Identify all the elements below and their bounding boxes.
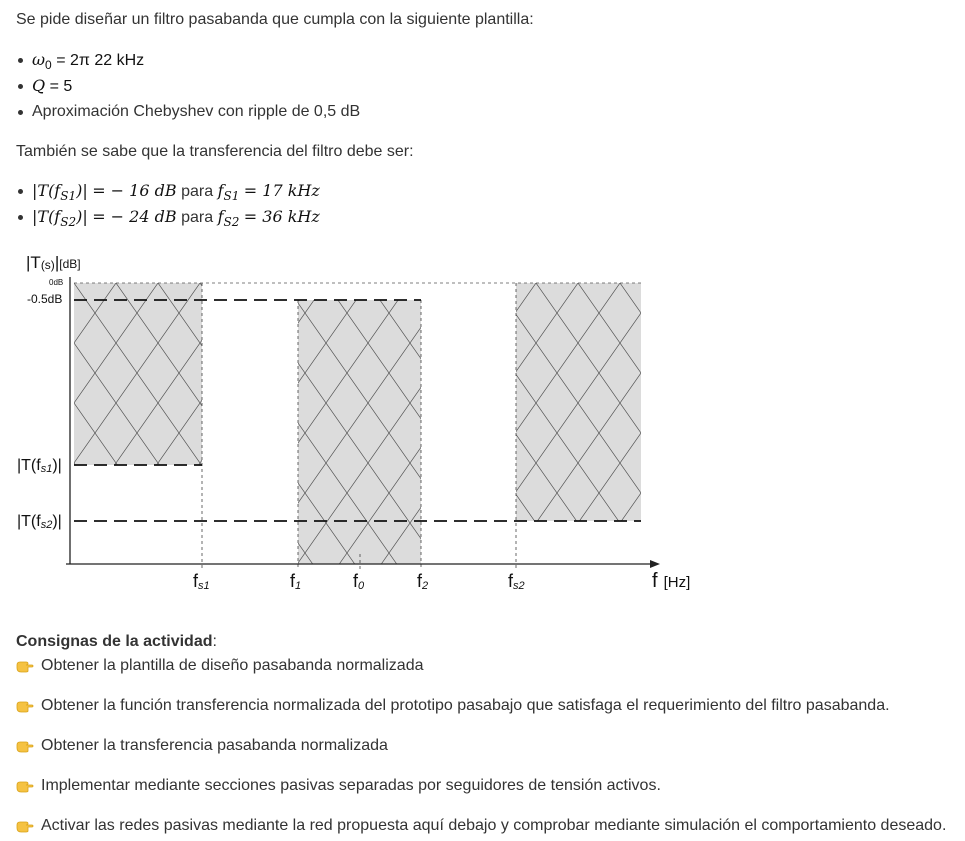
t-pre: |T(f [32,207,61,226]
spec-approx: Aproximación Chebyshev con ripple de 0,5… [16,99,360,125]
spec-q: Q = 5 [16,73,360,99]
f-value: = 17 kHz [243,181,320,200]
activity-item: Implementar mediante secciones pasivas s… [16,777,661,795]
label-tfs2: |T(fs2)| [17,513,62,531]
q-symbol: Q [32,76,46,95]
stopband-region-left [74,283,202,465]
pointing-hand-icon [16,781,34,793]
omega-value: = 2π 22 kHz [56,52,145,69]
x-axis-title: f [Hz] [652,570,690,592]
activity-item: Obtener la plantilla de diseño pasabanda… [16,657,423,675]
label-tfs1: |T(fs1)| [17,457,62,475]
activity-item: Obtener la transferencia pasabanda norma… [16,737,388,755]
t-value: = − 16 dB [92,181,177,200]
consignas-colon: : [212,633,217,650]
x-label-fs2: fs2 [508,571,525,592]
t-sub: S2 [60,215,77,230]
activity-text: Implementar mediante secciones pasivas s… [41,777,661,794]
spec-w0: ω0 = 2π 22 kHz [16,47,360,73]
x-label-f2: f2 [417,571,428,592]
activity-text: Obtener la plantilla de diseño pasabanda… [41,657,424,674]
x-axis-arrow-icon [650,560,660,568]
passband-region [298,300,421,564]
omega-symbol: ω [32,50,46,69]
pointing-hand-icon [16,701,34,713]
para-word: para [181,209,214,226]
omega-sub: 0 [45,58,52,73]
t-post: )| [76,181,88,200]
activity-text: Obtener la función transferencia normali… [41,697,890,714]
activity-text: Activar las redes pasivas mediante la re… [41,817,947,834]
approx-text: Aproximación Chebyshev con ripple de 0,5… [32,103,361,120]
t-sub: S1 [60,189,77,204]
f-sym: f [217,207,224,226]
stopband-region-right [516,283,641,521]
f-sym: f [217,181,224,200]
activity-text: Obtener la transferencia pasabanda norma… [41,737,388,754]
y-axis-title: |T(s)|[dB] [26,253,81,272]
transfer-list: |T(fS1)| = − 16 dB para fS1 = 17 kHz |T(… [16,178,320,230]
activity-item: Activar las redes pasivas mediante la re… [16,817,946,835]
t-post: )| [76,207,88,226]
transfer-item-1: |T(fS1)| = − 16 dB para fS1 = 17 kHz [16,178,320,204]
t-value: = − 24 dB [92,207,177,226]
consignas-title: Consignas de la actividad: [16,633,217,651]
label-0db: 0dB [49,278,63,287]
intro-text: Se pide diseñar un filtro pasabanda que … [16,11,534,28]
q-value: = 5 [49,78,73,95]
consignas-title-text: Consignas de la actividad [16,633,213,650]
f-sub: S1 [223,189,240,204]
x-label-fs1: fs1 [193,571,210,592]
activity-item: Obtener la función transferencia normali… [16,697,890,715]
bandpass-template-diagram: |T(s)|[dB] 0dB -0.5dB |T(fs1)| |T(fs2)| … [17,253,690,592]
f-sub: S2 [223,215,240,230]
x-label-f0: f0 [353,571,365,592]
t-pre: |T(f [32,181,61,200]
label-05db: -0.5dB [27,292,62,306]
f-value: = 36 kHz [243,207,320,226]
pointing-hand-icon [16,661,34,673]
pointing-hand-icon [16,821,34,833]
pointing-hand-icon [16,741,34,753]
spec-list: ω0 = 2π 22 kHz Q = 5 Aproximación Chebys… [16,47,360,125]
para-word: para [181,183,214,200]
transfer-intro: También se sabe que la transferencia del… [16,143,414,160]
x-label-f1: f1 [290,571,301,592]
transfer-item-2: |T(fS2)| = − 24 dB para fS2 = 36 kHz [16,204,320,230]
